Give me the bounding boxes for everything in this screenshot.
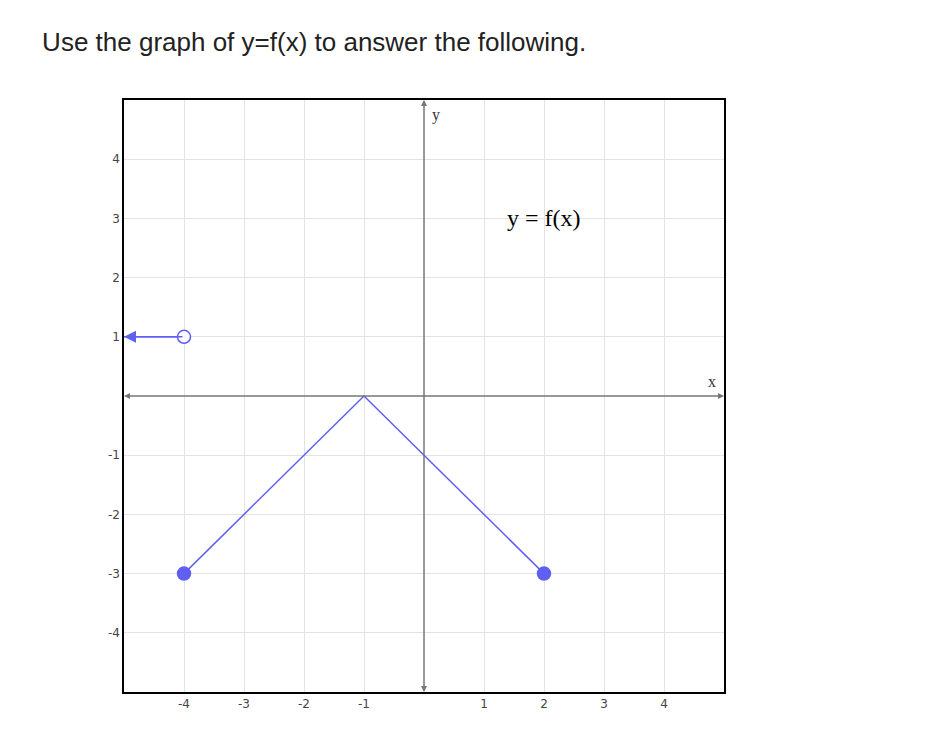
svg-text:x: x: [708, 373, 716, 390]
svg-text:-3: -3: [238, 697, 250, 711]
svg-text:-3: -3: [108, 567, 120, 581]
svg-text:-2: -2: [108, 508, 120, 522]
svg-text:y: y: [432, 106, 440, 124]
svg-text:-4: -4: [178, 697, 190, 711]
svg-text:-2: -2: [298, 697, 310, 711]
svg-text:3: 3: [600, 697, 608, 711]
svg-text:4: 4: [660, 697, 668, 711]
svg-text:2: 2: [112, 271, 120, 285]
svg-text:4: 4: [112, 152, 120, 166]
svg-text:y = f(x): y = f(x): [507, 205, 581, 231]
svg-text:1: 1: [480, 697, 488, 711]
svg-text:-4: -4: [108, 626, 120, 640]
svg-text:-1: -1: [108, 448, 120, 462]
svg-text:1: 1: [112, 330, 120, 344]
svg-text:2: 2: [540, 697, 548, 711]
svg-text:Use the graph of y=f(x) to ans: Use the graph of y=f(x) to answer the fo…: [42, 27, 586, 57]
svg-text:-1: -1: [358, 697, 370, 711]
svg-text:3: 3: [112, 212, 120, 226]
